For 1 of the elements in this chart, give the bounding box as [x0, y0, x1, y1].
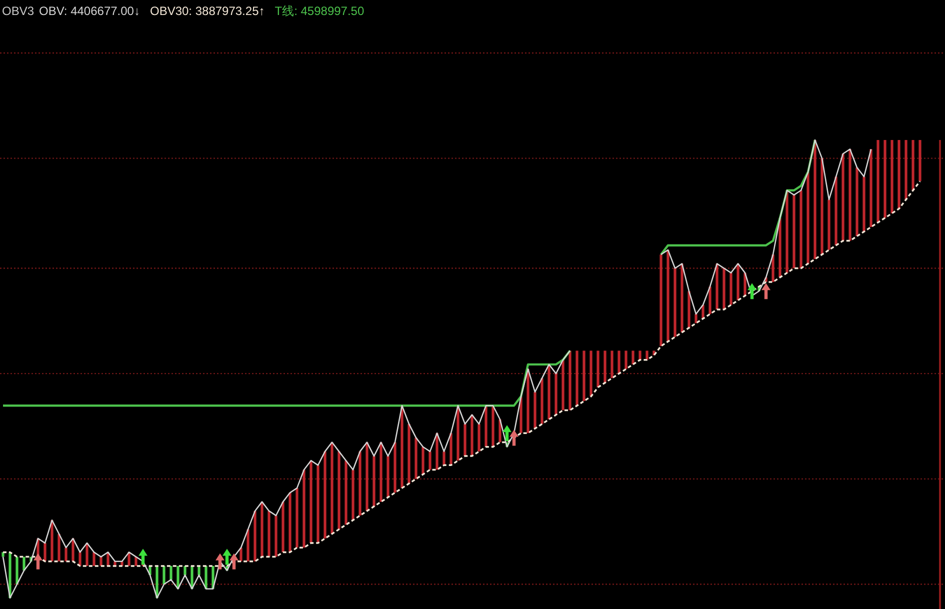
title: OBV3 — [2, 4, 34, 18]
